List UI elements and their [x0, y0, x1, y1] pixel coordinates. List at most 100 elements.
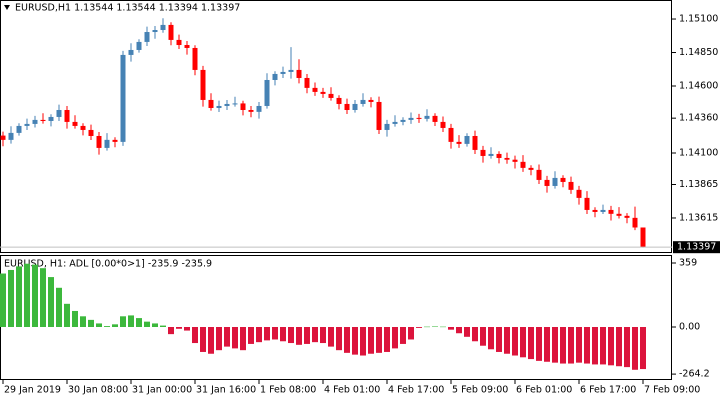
candle-body [256, 105, 262, 112]
y-tick-label: -264.2 [679, 369, 710, 380]
candle-body [216, 105, 222, 108]
candle-body [448, 127, 454, 142]
candle-body [344, 103, 350, 110]
candle-body [536, 169, 542, 180]
indicator-bar [440, 326, 446, 328]
indicator-bar [48, 277, 54, 328]
indicator-bar [608, 327, 614, 366]
indicator-title: EURUSD, H1: ADL [0.00*0>1] -235.9 -235.9 [4, 259, 212, 270]
indicator-bar [464, 327, 470, 337]
candle-body [184, 45, 190, 48]
indicator-bar [584, 327, 590, 364]
candle-body [120, 54, 126, 142]
indicator-bar [176, 327, 182, 329]
candle-body [512, 159, 518, 162]
indicator-bar [520, 327, 526, 358]
x-tick-label: 31 Jan 16:00 [196, 385, 256, 396]
indicator-bar [560, 327, 566, 364]
price-marker-box [673, 241, 720, 254]
x-tick-label: 30 Jan 08:00 [68, 385, 128, 396]
indicator-bar [184, 327, 190, 331]
indicator-bar [472, 327, 478, 342]
candle-body [360, 99, 366, 104]
candle-body [624, 215, 630, 218]
candle-body [592, 209, 598, 212]
candle-body [336, 97, 342, 104]
candle-body [504, 157, 510, 160]
indicator-bar [392, 327, 398, 349]
y-tick-label: 1.14100 [679, 148, 718, 159]
indicator-bar [376, 327, 382, 353]
candle-body [240, 103, 246, 110]
candle-body [352, 103, 358, 110]
indicator-bar [640, 327, 646, 370]
candle-body [96, 135, 102, 148]
candle-body [136, 41, 142, 50]
indicator-bar [624, 327, 630, 368]
indicator-bar [592, 327, 598, 365]
indicator-bar [8, 269, 14, 328]
candle-body [440, 121, 446, 128]
indicator-bar [32, 264, 38, 328]
price-title: EURUSD,H1 1.13544 1.13544 1.13394 1.1339… [15, 3, 240, 14]
indicator-bar [576, 327, 582, 363]
candle-body [488, 153, 494, 156]
candle-body [600, 209, 606, 212]
indicator-bar [384, 327, 390, 352]
indicator-bar [352, 327, 358, 355]
candle-body [0, 135, 6, 140]
indicator-bar [552, 327, 558, 363]
indicator-bar [40, 268, 46, 328]
indicator-bar [408, 327, 414, 340]
x-tick-label: 6 Feb 01:00 [516, 385, 572, 396]
indicator-bar [456, 327, 462, 334]
indicator-bar [616, 327, 622, 367]
y-tick-label: 1.14360 [679, 113, 718, 124]
indicator-bar [320, 327, 326, 344]
candle-body [88, 129, 94, 136]
candle-body [480, 149, 486, 156]
indicator-bar [120, 316, 126, 328]
candle-body [248, 109, 254, 112]
indicator-bar [328, 327, 334, 347]
y-tick-label: 359 [679, 258, 697, 269]
candle-body [272, 73, 278, 80]
candle-body [176, 39, 182, 46]
indicator-bar [96, 323, 102, 328]
candle-body [200, 69, 206, 100]
indicator-bar [240, 327, 246, 351]
indicator-bar [632, 327, 638, 370]
candle-body [640, 227, 646, 248]
candle-body [304, 77, 310, 88]
candle-body [560, 177, 566, 182]
indicator-bar [360, 327, 366, 356]
menu-triangle[interactable] [4, 5, 10, 10]
indicator-bar [72, 310, 78, 328]
x-tick-label: 29 Jan 2019 [4, 385, 61, 396]
candle-body [416, 117, 422, 119]
indicator-bar [152, 323, 158, 328]
candle-body [72, 121, 78, 126]
indicator-bar [256, 327, 262, 343]
candle-body [496, 153, 502, 158]
indicator-bar [400, 327, 406, 344]
candle-body [80, 125, 86, 130]
price-marker-label: 1.13397 [677, 242, 716, 253]
indicator-bar [160, 325, 166, 328]
candle-body [432, 115, 438, 122]
indicator-bar [136, 318, 142, 328]
candle-body [456, 141, 462, 144]
candle-body [128, 49, 134, 55]
indicator-bar [200, 327, 206, 352]
indicator-bar [208, 327, 214, 354]
candle-body [632, 217, 638, 228]
indicator-bar [304, 327, 310, 344]
indicator-bar [168, 327, 174, 335]
candle-body [280, 71, 286, 74]
price-pane [0, 0, 672, 253]
candle-body [296, 69, 302, 78]
candle-body [232, 103, 238, 105]
y-tick-label: 1.14850 [679, 47, 718, 58]
candle-body [544, 179, 550, 186]
candle-body [568, 181, 574, 190]
